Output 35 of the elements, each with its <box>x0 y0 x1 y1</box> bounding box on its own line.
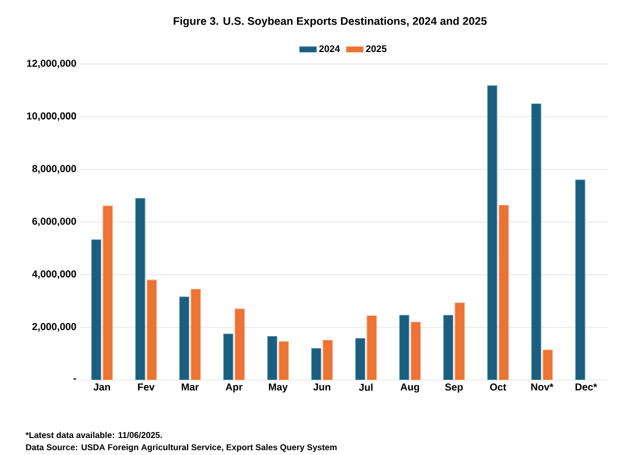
x-tick-label: Fev <box>138 383 155 390</box>
y-tick-label: 4,000,000 <box>32 270 76 279</box>
bar <box>454 302 465 380</box>
source-note: Data Source: USDA Foreign Agricultural Service, Export Sales Query System <box>26 444 337 452</box>
bar <box>542 350 553 380</box>
x-tick-label: Jun <box>313 383 330 390</box>
y-tick-label: - <box>74 378 76 380</box>
y-tick-label: 8,000,000 <box>32 164 76 174</box>
text: *Latest data available: 11/06/2025. <box>26 432 162 438</box>
bar <box>410 322 421 380</box>
x-tick-label: Sep <box>445 383 463 392</box>
x-tick-label: Jan <box>94 383 110 390</box>
y-tick-label: 2,000,000 <box>32 322 76 332</box>
x-tick-label: Aug <box>400 383 420 392</box>
x-tick-label: Dec* <box>576 383 598 390</box>
bar <box>322 340 333 380</box>
legend-label: 2024 <box>319 45 340 52</box>
bar <box>366 315 377 380</box>
x-tick-label: Oct <box>490 383 506 390</box>
bar <box>278 341 289 380</box>
y-tick-label: 12,000,000 <box>27 60 76 68</box>
y-tick-label: 10,000,000 <box>27 112 76 121</box>
bar <box>102 205 113 380</box>
legend-label: 2025 <box>366 45 387 52</box>
bar <box>146 279 157 380</box>
x-tick-label: May <box>268 383 288 392</box>
x-tick-label: Nov* <box>531 383 554 390</box>
bar <box>190 288 201 380</box>
x-tick-label: Jul <box>358 383 373 391</box>
bar <box>498 204 509 380</box>
chart-title: Figure 3. U.S. Soybean Exports Destinations, 2024 and 2025 <box>174 16 487 28</box>
y-tick-label: 6,000,000 <box>32 218 76 226</box>
bar <box>234 308 245 380</box>
x-tick-label: Mar <box>182 383 199 390</box>
x-tick-label: Apr <box>226 383 242 392</box>
